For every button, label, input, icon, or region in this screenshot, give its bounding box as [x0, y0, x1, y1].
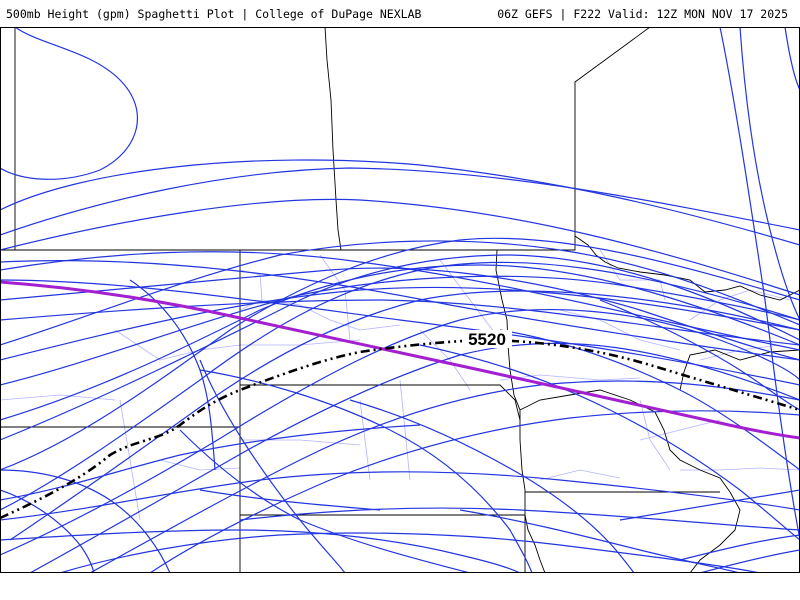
spaghetti-map: 5520	[0, 27, 800, 573]
model-valid-time: 06Z GEFS | F222 Valid: 12Z MON NOV 17 20…	[497, 7, 788, 21]
control-run-contour	[0, 338, 800, 520]
footer-bar	[0, 573, 800, 600]
contour-label-background	[462, 330, 512, 348]
ensemble-mean-contour	[0, 280, 800, 440]
header-bar: 500mb Height (gpm) Spaghetti Plot | Coll…	[0, 0, 800, 27]
plot-title: 500mb Height (gpm) Spaghetti Plot | Coll…	[6, 7, 422, 21]
state-borders	[0, 27, 800, 573]
ensemble-member-contours	[0, 27, 800, 573]
county-borders	[0, 249, 800, 521]
contour-label-5520: 5520	[468, 330, 506, 349]
